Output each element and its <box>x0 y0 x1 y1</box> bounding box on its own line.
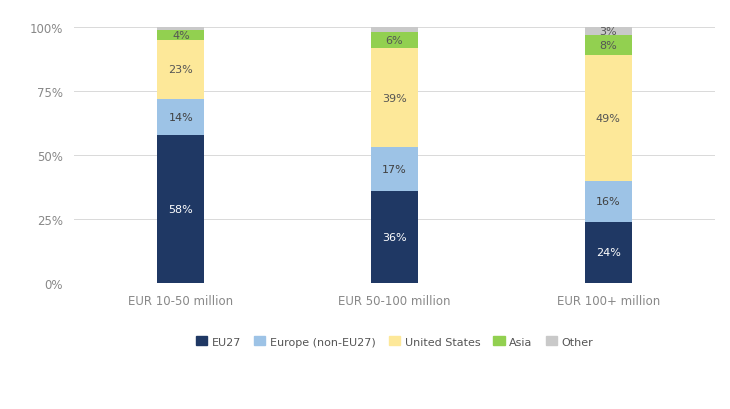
Bar <box>158 28 204 31</box>
Text: 24%: 24% <box>596 248 620 258</box>
Bar <box>158 99 204 135</box>
Text: 3%: 3% <box>599 27 617 37</box>
Text: 17%: 17% <box>383 165 407 175</box>
Text: 14%: 14% <box>169 112 193 122</box>
Text: 39%: 39% <box>383 93 407 103</box>
Text: 8%: 8% <box>599 41 617 51</box>
Bar <box>158 135 204 283</box>
Text: 6%: 6% <box>385 36 404 46</box>
Text: 16%: 16% <box>596 197 620 207</box>
Text: 58%: 58% <box>169 204 193 214</box>
Text: 36%: 36% <box>383 232 407 243</box>
Bar <box>158 41 204 99</box>
Text: 4%: 4% <box>172 31 190 41</box>
Bar <box>371 33 418 49</box>
Bar <box>158 31 204 41</box>
Bar <box>371 28 418 33</box>
Bar <box>371 191 418 283</box>
Bar <box>585 222 631 283</box>
Bar <box>371 49 418 148</box>
Bar <box>585 28 631 36</box>
Bar <box>371 148 418 191</box>
Bar <box>585 36 631 56</box>
Text: 49%: 49% <box>596 114 620 124</box>
Text: 23%: 23% <box>169 65 193 75</box>
Bar <box>585 181 631 222</box>
Bar <box>585 56 631 181</box>
Legend: EU27, Europe (non-EU27), United States, Asia, Other: EU27, Europe (non-EU27), United States, … <box>191 332 597 351</box>
